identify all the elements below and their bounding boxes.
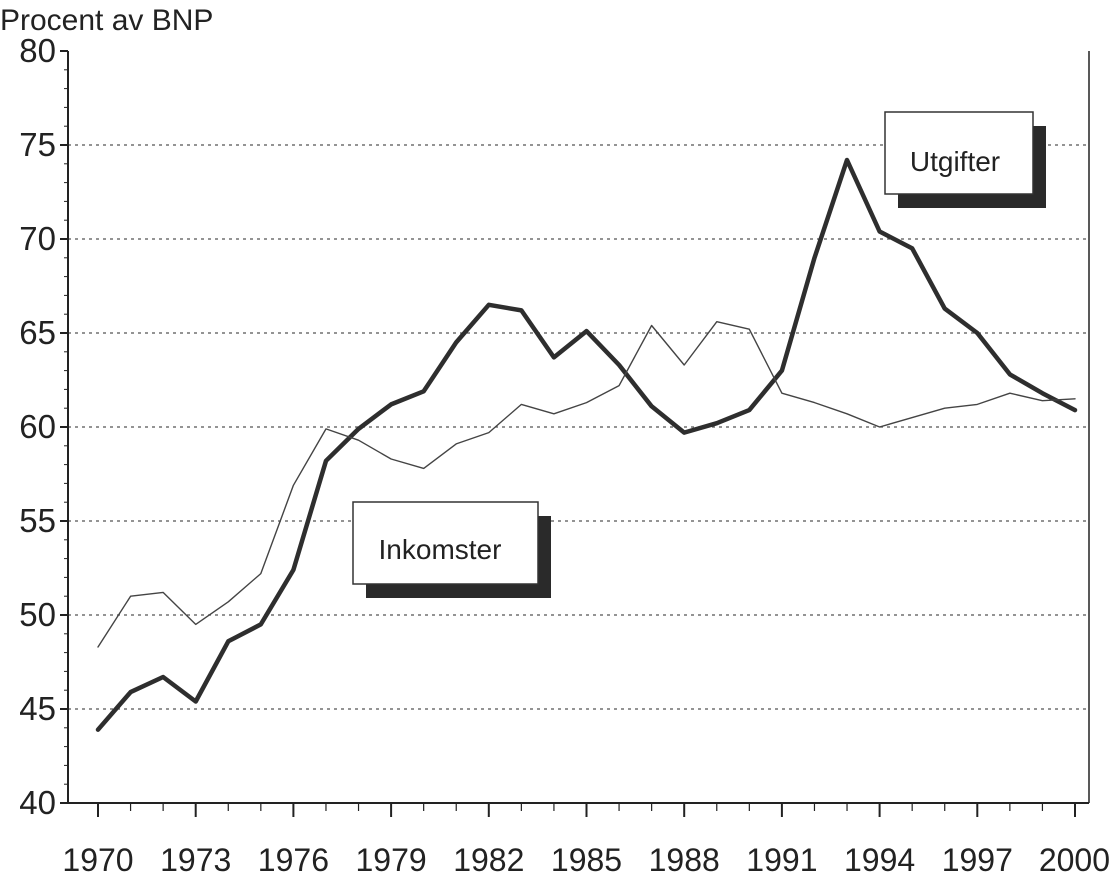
series-line-utgifter [95,157,1078,732]
y-tick-label-75: 75 [19,126,56,163]
series-line-inkomster [97,321,1076,648]
legend-label-inkomster: Inkomster [379,534,502,565]
y-tick-label-45: 45 [19,690,56,727]
y-tick-label-65: 65 [19,314,56,351]
y-tick-label-60: 60 [19,408,56,445]
tick-marks [60,50,1076,817]
y-tick-label-50: 50 [19,596,56,633]
x-tick-label-1994: 1994 [844,842,915,877]
x-tick-label-2000: 2000 [1039,842,1110,877]
x-tick-label-1970: 1970 [62,842,133,877]
x-tick-label-1985: 1985 [551,842,622,877]
y-tick-labels: 40 45 50 55 60 65 70 75 80 [19,32,56,821]
x-tick-label-1976: 1976 [258,842,329,877]
y-tick-label-80: 80 [19,32,56,69]
legend-box-inkomster: Inkomster [352,501,551,598]
x-tick-label-1973: 1973 [160,842,231,877]
x-tick-label-1988: 1988 [649,842,720,877]
y-tick-label-55: 55 [19,502,56,539]
y-tick-label-40: 40 [19,784,56,821]
legend-box-utgifter-frame [884,111,1034,195]
y-axis-title: Procent av BNP [0,4,213,37]
legend-box-utgifter: Utgifter [884,111,1046,208]
x-tick-label-1997: 1997 [942,842,1013,877]
legend-label-utgifter: Utgifter [910,146,1000,177]
y-tick-label-70: 70 [19,220,56,257]
gridlines [68,144,1089,710]
x-tick-label-1991: 1991 [746,842,817,877]
series-lines [95,157,1078,732]
x-tick-label-1979: 1979 [356,842,427,877]
legend-box-inkomster-frame [352,501,539,585]
x-tick-labels: 1970 1973 1976 1979 1982 1985 1988 1991 1994 1997… [62,842,1110,877]
x-tick-label-1982: 1982 [453,842,524,877]
